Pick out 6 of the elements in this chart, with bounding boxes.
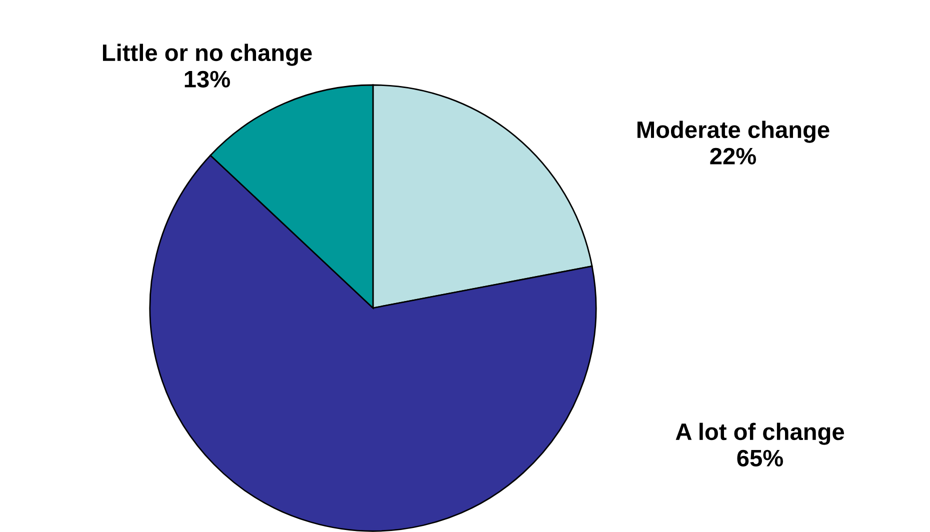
data-label: 22% bbox=[710, 148, 756, 164]
data-label: 65% bbox=[737, 450, 784, 467]
slice-label: A lot of change bbox=[676, 422, 844, 445]
slice-label: Moderate change bbox=[637, 120, 830, 143]
data-label: 13% bbox=[184, 70, 230, 88]
slice-label: Little or no change bbox=[102, 44, 312, 66]
